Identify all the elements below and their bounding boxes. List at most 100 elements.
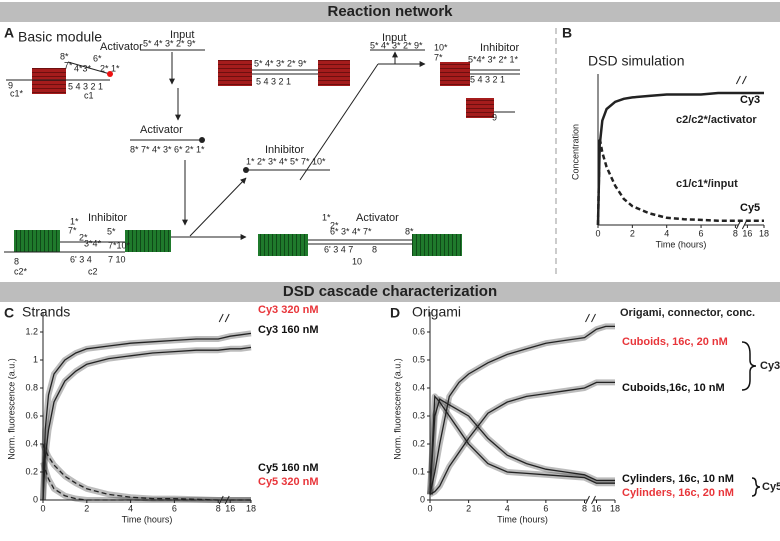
diagram-label: 8 [14, 256, 19, 266]
y-axis-label: Concentration [570, 124, 580, 180]
x-tick-label: 0 [595, 228, 600, 238]
panel-letter: B [562, 25, 572, 41]
x-tick-label: 18 [610, 503, 620, 513]
diagram-label: 9 [492, 112, 497, 122]
series-line [42, 346, 252, 501]
diagram-label: 6* 3* 4* 7* [330, 226, 372, 236]
y-tick-label: 0 [33, 494, 38, 504]
header: Reaction network [327, 3, 453, 20]
diagram-label: Inhibitor [265, 144, 304, 156]
series-label: Cuboids, 16c, 20 nM [622, 336, 728, 348]
chart: B DSD simulation Concentration Time (hours)… [562, 25, 769, 250]
diagram-label: 7* [64, 60, 73, 70]
axis-break [735, 75, 741, 85]
x-tick-label: 2 [630, 228, 635, 238]
diagram-label: Inhibitor [88, 212, 127, 224]
x-tick-label: 16 [225, 503, 235, 513]
annotation: Origami, connector, conc. [620, 307, 755, 319]
diagram-label: Input [170, 29, 194, 41]
axis-break [585, 313, 590, 323]
series-line [429, 394, 615, 495]
diagram-label: 8* [405, 226, 414, 236]
header: DSD cascade characterization [283, 283, 497, 300]
x-tick-label: 6 [699, 228, 704, 238]
diagram-label: 5 4 3 2 1 [256, 76, 291, 86]
diagram-label: Input [382, 32, 406, 44]
diagram-label: 1* 2* 3* 4* 5* 7* 10* [246, 156, 326, 166]
y-tick-label: 0.4 [412, 382, 425, 392]
series-line [596, 137, 764, 226]
y-tick-label: 0.1 [412, 466, 425, 476]
y-axis-label: Norm. fluorescence (a.u.) [392, 358, 402, 460]
chart: D Origami Norm. fluorescence (a.u.) Time (h… [390, 304, 780, 525]
x-tick-label: 16 [742, 228, 752, 238]
y-tick-label: 0.2 [25, 466, 38, 476]
diagram-label: 4*3* [74, 63, 92, 73]
series-line [596, 91, 764, 226]
diagram-label: 5* 4* 3* 2* 9* [254, 58, 307, 68]
x-tick-label: 4 [128, 503, 133, 513]
series-band [40, 344, 252, 501]
series-line [42, 462, 251, 501]
series-label: Cy5 160 nM [258, 462, 319, 474]
axis-break [735, 220, 741, 230]
panel-letter: A [4, 25, 14, 41]
y-tick-label: 0.6 [25, 410, 38, 420]
brace [751, 477, 761, 497]
x-tick-label: 4 [664, 228, 669, 238]
series-label: Cylinders, 16c, 20 nM [622, 487, 734, 499]
diagram-label: 2* [79, 232, 88, 242]
series-line [42, 332, 252, 501]
annotation: c2/c2*/activator [676, 114, 757, 126]
diagram-label: 6' 3 4 7 [324, 244, 353, 254]
series-label: Cy5 320 nM [258, 476, 319, 488]
diagram-label: 9 [8, 80, 13, 90]
series-line [429, 381, 615, 495]
series-band [40, 442, 251, 503]
axis-break [741, 220, 747, 230]
x-tick-label: 18 [759, 228, 769, 238]
axis-break [218, 313, 224, 323]
diagram-label: 1* [322, 212, 331, 222]
diagram-label: 5 4 3 2 1 [470, 74, 505, 84]
y-tick-label: 0.8 [25, 382, 38, 392]
diagram-label: 3*4* [84, 238, 102, 248]
series-band [40, 330, 252, 501]
diagram-label: 5 4 3 2 1 [68, 81, 103, 91]
axis-break [585, 495, 590, 505]
axis-break [591, 313, 596, 323]
diagram-label: 7* [68, 225, 77, 235]
diagram-label: Inhibitor [480, 42, 519, 54]
axis-break [224, 313, 230, 323]
panel-letter: D [390, 305, 400, 321]
diagram-label: 2* 1* [100, 63, 120, 73]
x-tick-label: 18 [246, 503, 256, 513]
chart-title: Strands [22, 304, 70, 320]
axis-break [591, 495, 596, 505]
x-tick-label: 2 [466, 503, 471, 513]
series-line [429, 325, 615, 495]
series-label: Cy3 320 nM [258, 304, 319, 316]
diagram-label: c1* [10, 88, 24, 98]
annotation: c1/c1*/input [676, 178, 738, 190]
diagram-label: 10* [434, 42, 448, 52]
diagram-label: Basic module [18, 29, 102, 45]
diagram-label: 8 [372, 244, 377, 254]
diagram-label: 10 [352, 256, 362, 266]
diagram-label: 1* [70, 216, 79, 226]
series-label: Cy3 [740, 94, 760, 106]
diagram-label: 7* [434, 52, 443, 62]
series-line [429, 398, 615, 495]
diagram-label: 7 10 [108, 254, 126, 264]
diagram-label: 5* 4* 3* 2* 9* [370, 40, 423, 50]
diagram-label: 2* [330, 220, 339, 230]
diagram-label: 8* [60, 51, 69, 61]
x-axis-label: Time (hours) [497, 514, 548, 524]
y-tick-label: 0.6 [412, 326, 425, 336]
x-axis-label: Time (hours) [122, 514, 173, 524]
annotation: Cy5 [762, 481, 780, 493]
series-line [42, 443, 251, 501]
diagram-label: c1 [84, 90, 94, 100]
y-tick-label: 0.5 [412, 354, 425, 364]
